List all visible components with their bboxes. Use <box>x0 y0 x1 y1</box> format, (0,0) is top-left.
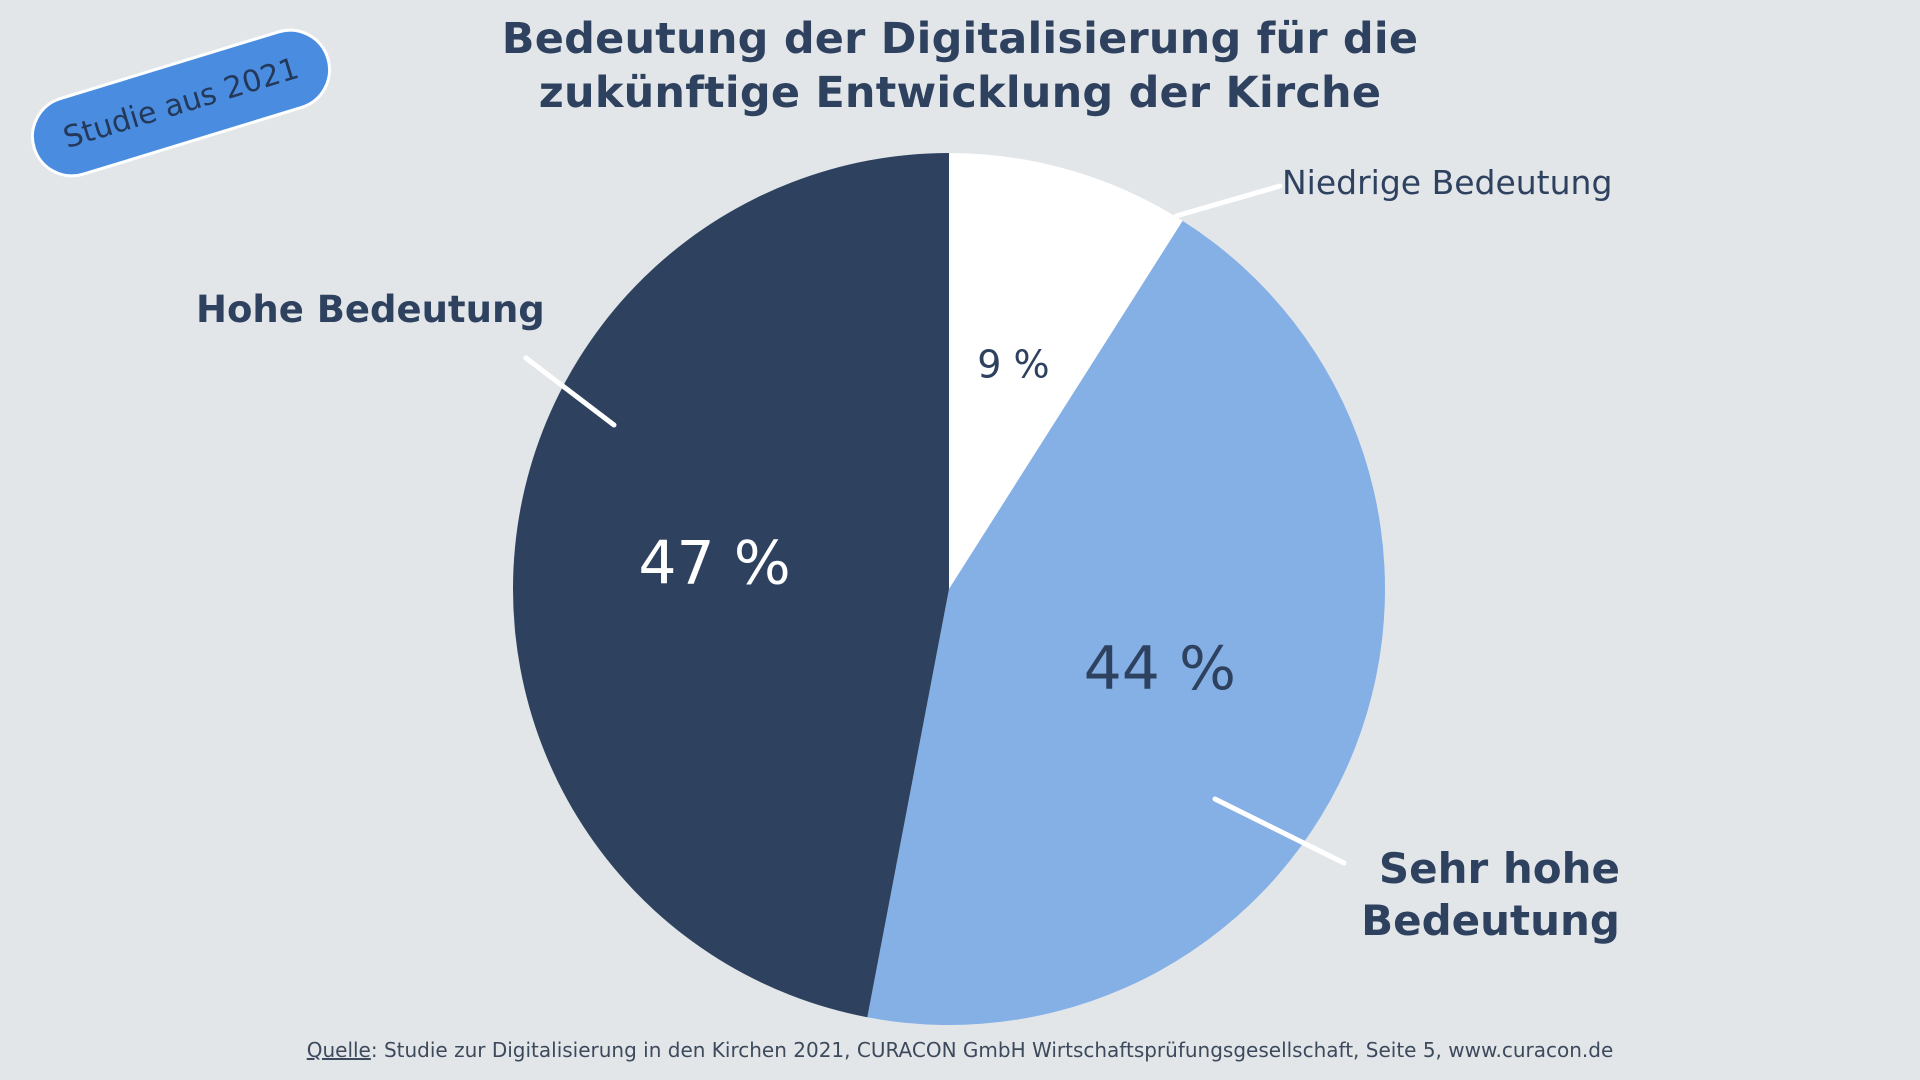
pie-value-label-47: 47 % <box>638 528 790 598</box>
chart-title: Bedeutung der Digitalisierung für die zu… <box>0 12 1920 120</box>
pie-value-label-44: 44 % <box>1084 634 1236 704</box>
leader-line-hohe <box>523 355 617 428</box>
chart-title-line-1: Bedeutung der Digitalisierung für die <box>501 14 1419 64</box>
pie-slice-hohe-bedeutung <box>513 153 949 1018</box>
source-note: Quelle: Studie zur Digitalisierung in de… <box>0 1038 1920 1062</box>
source-text: : Studie zur Digitalisierung in den Kirc… <box>370 1038 1614 1062</box>
source-label: Quelle <box>306 1038 371 1062</box>
label-hohe-bedeutung: Hohe Bedeutung <box>196 288 545 331</box>
label-niedrige-bedeutung: Niedrige Bedeutung <box>1282 163 1613 202</box>
pie-slice-sehr-hohe-bedeutung <box>867 220 1385 1025</box>
pie-value-label-9: 9 % <box>977 343 1049 387</box>
pie-slice-niedrige-bedeutung <box>949 153 1183 589</box>
label-sehr-hohe-bedeutung-text: Sehr hohe Bedeutung <box>1361 844 1620 945</box>
label-sehr-hohe-bedeutung: Sehr hohe Bedeutung <box>1340 843 1620 947</box>
leader-line-sehr-hoch <box>1212 796 1347 866</box>
leader-line-niedrig <box>1173 183 1283 219</box>
chart-title-line-2: zukünftige Entwicklung der Kirche <box>538 68 1382 118</box>
